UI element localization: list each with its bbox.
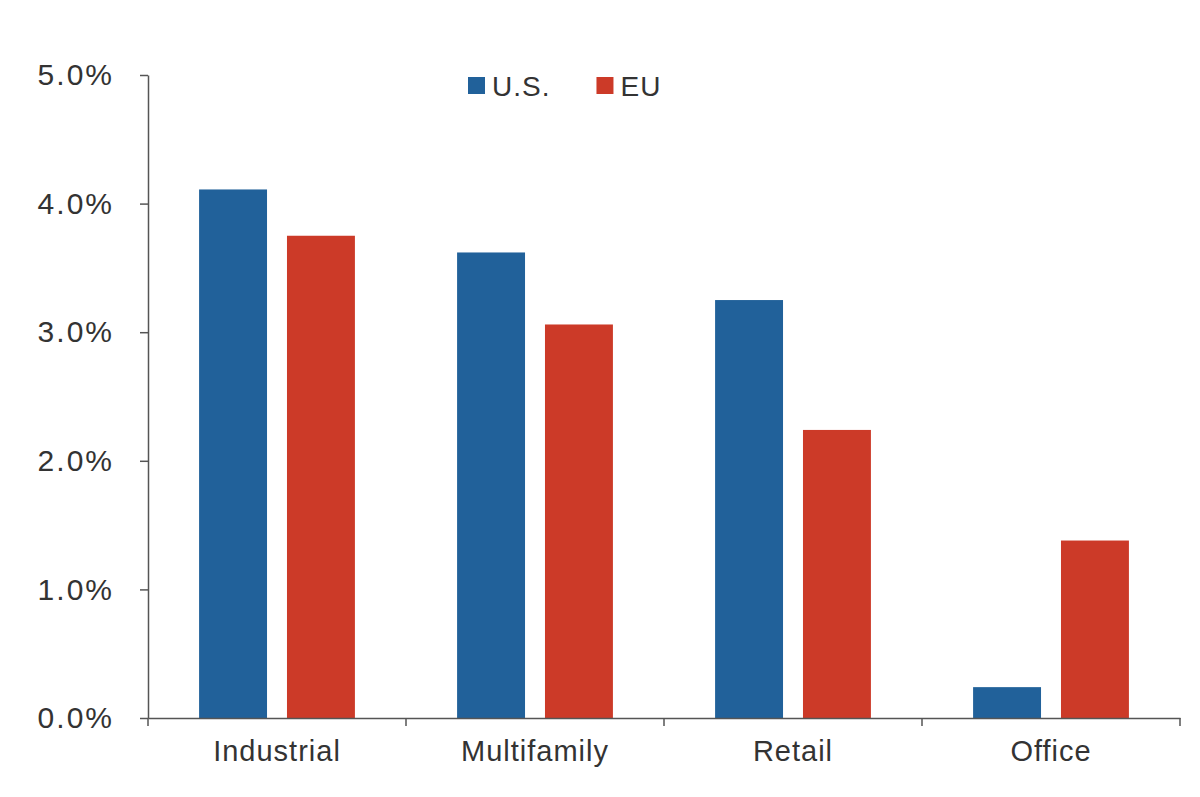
bar	[803, 430, 871, 718]
x-tick: Industrial	[213, 735, 341, 767]
bar-series	[199, 189, 1041, 718]
legend-item: U.S.	[468, 71, 550, 102]
category-separator	[1179, 718, 1181, 726]
y-tick-mark	[140, 75, 148, 77]
legend-label: U.S.	[492, 71, 550, 102]
x-tick-label: Industrial	[213, 735, 341, 767]
x-tick: Office	[1010, 735, 1091, 767]
bar	[545, 324, 613, 718]
legend-swatch	[468, 77, 485, 94]
bar	[715, 300, 783, 718]
y-tick-label: 1.0%	[38, 573, 114, 606]
x-tick-label: Retail	[753, 735, 833, 767]
category-separator	[663, 718, 665, 726]
x-tick: Retail	[753, 735, 833, 767]
y-tick-mark	[140, 589, 148, 591]
y-tick: 4.0%	[38, 187, 148, 220]
y-tick: 3.0%	[38, 315, 148, 348]
y-tick-mark	[140, 203, 148, 205]
y-axis: 0.0% 1.0% 2.0% 3.0% 4.0% 5.0%	[38, 58, 149, 734]
y-tick: 1.0%	[38, 573, 148, 606]
x-tick: Multifamily	[461, 735, 609, 767]
bar	[287, 236, 355, 718]
x-axis: Industrial Multifamily Retail Office	[148, 718, 1181, 767]
y-tick-label: 0.0%	[38, 701, 114, 734]
y-axis-line	[148, 76, 150, 719]
y-tick-label: 2.0%	[38, 444, 114, 477]
y-tick-label: 5.0%	[38, 58, 114, 91]
bar	[199, 189, 267, 718]
bars	[199, 189, 1129, 718]
legend-item: EU	[596, 71, 661, 102]
legend-swatch	[596, 77, 613, 94]
plot: 0.0% 1.0% 2.0% 3.0% 4.0% 5.0% Industrial Multif…	[38, 58, 1181, 766]
y-tick: 2.0%	[38, 444, 148, 477]
bar-series	[287, 236, 1129, 718]
bar	[457, 252, 525, 718]
category-separator	[405, 718, 407, 726]
bar	[1061, 541, 1129, 718]
y-tick-mark	[140, 332, 148, 334]
y-tick-label: 3.0%	[38, 315, 114, 348]
y-tick-mark	[140, 718, 148, 720]
y-tick-mark	[140, 461, 148, 463]
y-tick: 5.0%	[38, 58, 148, 91]
bar	[973, 687, 1041, 718]
legend: U.S. EU	[468, 71, 661, 102]
x-tick-label: Office	[1010, 735, 1091, 767]
category-separator	[147, 718, 149, 726]
legend-label: EU	[620, 71, 661, 102]
y-tick-label: 4.0%	[38, 187, 114, 220]
x-tick-label: Multifamily	[461, 735, 609, 767]
category-separator	[921, 718, 923, 726]
y-tick: 0.0%	[38, 701, 148, 734]
chart: 0.0% 1.0% 2.0% 3.0% 4.0% 5.0% Industrial Multif…	[0, 0, 1200, 797]
